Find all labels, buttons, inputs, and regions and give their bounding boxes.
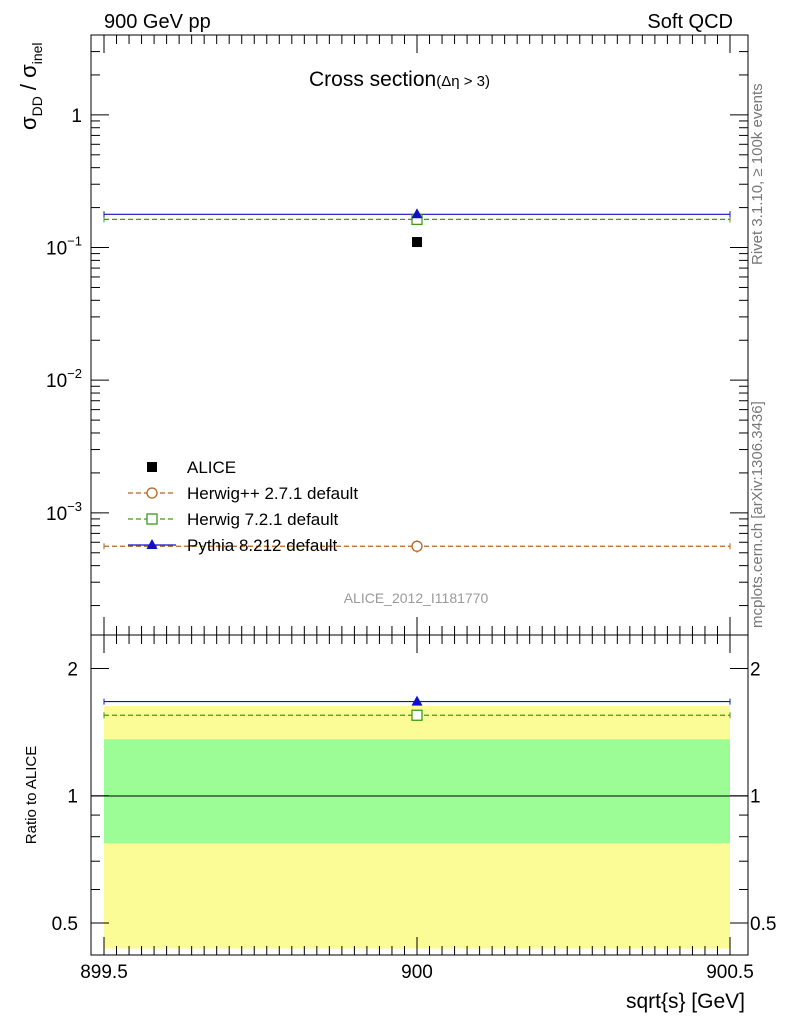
x-tick-label: 900.5 xyxy=(706,962,754,983)
ratio-y-tick-label-right: 0.5 xyxy=(750,914,776,935)
tick-base: 10 xyxy=(46,504,67,525)
marker-pythia xyxy=(411,695,423,706)
marker-herwigpp xyxy=(411,540,423,552)
ratio-minor-ticks xyxy=(91,635,748,955)
main-y-axis-label: σDD / σinel xyxy=(16,42,45,130)
legend-label-herwigpp: Herwig++ 2.7.1 default xyxy=(187,484,358,503)
legend-label-herwig7: Herwig 7.2.1 default xyxy=(187,510,338,529)
marker-pythia xyxy=(411,208,423,219)
tick-exponent: −2 xyxy=(67,366,82,381)
tick-base: 10 xyxy=(46,239,67,260)
header-energy-label: 900 GeV pp xyxy=(104,11,211,33)
band-band_inner xyxy=(104,739,730,844)
main-series-layer xyxy=(103,208,731,553)
ratio-y-tick-labels: 0.5 0.5 1 1 2 2 xyxy=(52,659,777,935)
x-axis-label: sqrt{s} [GeV] xyxy=(626,990,745,1013)
y-label-sigma: σ xyxy=(16,116,41,130)
main-y-tick-label: 10−2 xyxy=(46,366,82,392)
tick-exponent: −1 xyxy=(67,234,82,249)
analysis-watermark: ALICE_2012_I1181770 xyxy=(344,590,489,606)
ratio-y-tick-label-right: 1 xyxy=(750,787,761,808)
ratio-y-axis-label: Ratio to ALICE xyxy=(23,746,40,844)
marker-alice xyxy=(412,237,422,248)
y-label-sub-dd: DD xyxy=(29,96,45,116)
tick-exponent: −3 xyxy=(67,499,82,514)
x-tick-label: 900 xyxy=(401,962,433,983)
ratio-major-ticks xyxy=(91,667,748,924)
ratio-y-tick-label-left: 0.5 xyxy=(52,914,78,935)
main-y-tick-label: 1 xyxy=(71,106,82,127)
ratio-uncertainty-bands xyxy=(104,706,730,949)
legend-entry-pythia: Pythia 8.212 default xyxy=(128,536,338,555)
tick-base: 1 xyxy=(71,106,82,127)
legend-entry-herwig7: Herwig 7.2.1 default xyxy=(128,510,338,529)
marker-herwigpp xyxy=(146,487,158,499)
ratio-y-tick-label-left: 2 xyxy=(67,659,78,680)
plot-title-sub: (Δη > 3) xyxy=(436,73,490,90)
main-minor-ticks xyxy=(91,34,748,635)
ratio-y-tick-label-left: 1 xyxy=(67,787,78,808)
x-tick-labels: 899.5 900 900.5 xyxy=(80,962,754,983)
legend: ALICE Herwig++ 2.7.1 default Herwig 7.2.1 … xyxy=(128,458,358,555)
y-label-divider: / σ xyxy=(16,64,41,96)
legend-entry-herwigpp: Herwig++ 2.7.1 default xyxy=(128,484,358,503)
legend-label-pythia: Pythia 8.212 default xyxy=(187,536,338,555)
ratio-plot-frame xyxy=(90,634,749,956)
marker-herwig7 xyxy=(146,513,158,525)
main-plot-panel: 110−110−210−3 Cross section(Δη > 3) σDD … xyxy=(16,34,749,636)
y-label-sub-inel: inel xyxy=(29,42,45,64)
main-y-tick-labels: 110−110−210−3 xyxy=(46,106,82,525)
marker-herwig7 xyxy=(411,709,423,721)
ratio-plot-panel: 0.5 0.51 12 2 899.5 900 900.5 Ratio to ALICE … xyxy=(23,634,777,1013)
main-major-ticks xyxy=(91,114,748,514)
x-tick-label: 899.5 xyxy=(80,962,128,983)
rivet-version-label: Rivet 3.1.10, ≥ 100k events xyxy=(749,83,766,265)
tick-base: 10 xyxy=(46,371,67,392)
marker-pythia xyxy=(146,539,158,549)
legend-entry-alice: ALICE xyxy=(147,458,236,477)
plot-title-main: Cross section xyxy=(309,68,436,91)
main-y-tick-label: 10−3 xyxy=(46,499,82,525)
ratio-y-tick-label-right: 2 xyxy=(750,659,761,680)
header-process-label: Soft QCD xyxy=(647,11,733,33)
mcplots-reference-label: mcplots.cern.ch [arXiv:1306.3436] xyxy=(749,401,766,628)
main-y-tick-label: 10−1 xyxy=(46,234,82,260)
marker-alice xyxy=(147,462,157,472)
ratio-series-layer xyxy=(103,695,731,721)
legend-label-alice: ALICE xyxy=(187,458,236,477)
plot-title: Cross section(Δη > 3) xyxy=(309,68,490,91)
